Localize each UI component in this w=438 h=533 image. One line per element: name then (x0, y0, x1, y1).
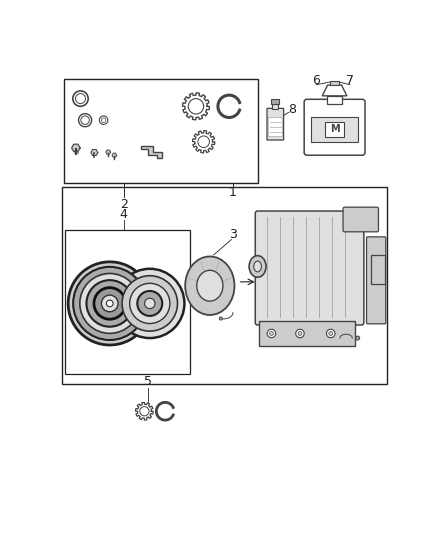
Ellipse shape (254, 261, 261, 272)
Text: 4: 4 (120, 208, 127, 221)
Circle shape (140, 407, 149, 416)
Circle shape (145, 298, 155, 309)
Text: M: M (330, 124, 339, 134)
Circle shape (94, 288, 126, 319)
Bar (311, 117, 358, 142)
Ellipse shape (197, 270, 223, 301)
Circle shape (73, 267, 146, 340)
Text: 3: 3 (229, 229, 237, 241)
Polygon shape (106, 150, 110, 154)
Circle shape (329, 332, 332, 335)
Circle shape (80, 273, 140, 333)
Text: 6: 6 (312, 74, 320, 87)
Polygon shape (72, 144, 80, 151)
Bar (259, 321, 355, 346)
Bar (268, 117, 282, 136)
Bar (371, 255, 385, 284)
Circle shape (188, 99, 204, 114)
FancyBboxPatch shape (255, 211, 364, 325)
Circle shape (130, 284, 170, 324)
Polygon shape (322, 85, 347, 96)
Circle shape (198, 136, 209, 148)
Circle shape (73, 91, 88, 106)
Circle shape (102, 295, 118, 312)
Polygon shape (112, 153, 117, 157)
FancyBboxPatch shape (267, 108, 284, 140)
Circle shape (81, 116, 89, 124)
Circle shape (326, 329, 335, 338)
Text: 5: 5 (144, 375, 152, 389)
Circle shape (296, 329, 304, 338)
Circle shape (106, 300, 113, 307)
Circle shape (122, 276, 177, 331)
Circle shape (78, 114, 92, 127)
Ellipse shape (249, 256, 266, 277)
Circle shape (86, 280, 133, 327)
Ellipse shape (185, 256, 234, 315)
Circle shape (115, 269, 184, 338)
Bar (272, 99, 279, 103)
Bar (272, 103, 279, 109)
Polygon shape (91, 150, 98, 156)
Bar (64, 79, 258, 183)
Text: 8: 8 (288, 102, 296, 116)
Polygon shape (141, 146, 162, 158)
Circle shape (298, 332, 302, 335)
Bar (325, 122, 344, 137)
Circle shape (219, 317, 223, 320)
Bar (327, 96, 342, 103)
Bar (330, 81, 339, 85)
Circle shape (137, 291, 162, 316)
Circle shape (99, 116, 108, 124)
Bar (62, 187, 387, 384)
Circle shape (356, 336, 360, 340)
Circle shape (267, 329, 276, 338)
Text: 2: 2 (120, 198, 127, 212)
Circle shape (75, 94, 85, 103)
Bar (65, 230, 190, 374)
Circle shape (68, 262, 151, 345)
FancyBboxPatch shape (304, 99, 365, 155)
Circle shape (269, 332, 273, 335)
FancyBboxPatch shape (367, 237, 386, 324)
Circle shape (101, 118, 106, 123)
Text: 7: 7 (346, 74, 354, 87)
FancyBboxPatch shape (343, 207, 378, 232)
Text: 1: 1 (229, 186, 237, 199)
